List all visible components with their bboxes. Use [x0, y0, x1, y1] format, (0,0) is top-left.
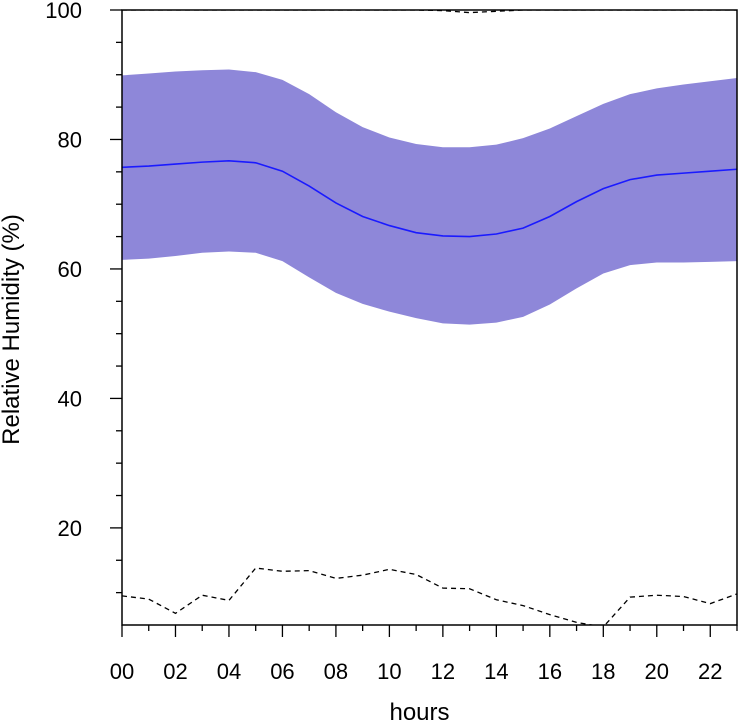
ticks-layer: 00 02 04 06 08 10 12 14 16 18 20 22 20 40 60 80 100 [45, 0, 738, 684]
min-line [122, 567, 737, 625]
x-tick-label: 20 [645, 659, 669, 684]
x-axis-title: hours [389, 699, 449, 723]
y-tick-label: 20 [58, 516, 82, 541]
x-tick-label: 02 [163, 659, 187, 684]
mean-line [122, 160, 737, 238]
x-tick-label: 18 [591, 659, 615, 684]
x-tick-label: 12 [431, 659, 455, 684]
x-tick-label: 14 [484, 659, 508, 684]
spread-band [122, 69, 737, 325]
x-tick-label: 08 [324, 659, 348, 684]
y-axis-title: Relative Humidity (%) [0, 214, 25, 445]
x-tick-label: 04 [217, 659, 241, 684]
x-tick-label: 06 [270, 659, 294, 684]
plot-layer [122, 10, 737, 625]
y-tick-label: 40 [58, 386, 82, 411]
plot-frame [121, 9, 738, 626]
x-tick-label: 00 [110, 659, 134, 684]
y-tick-label: 80 [58, 127, 82, 152]
series-group [122, 10, 737, 625]
x-tick-label: 16 [538, 659, 562, 684]
y-tick-label: 100 [45, 0, 82, 23]
x-tick-label: 22 [698, 659, 722, 684]
x-tick-label: 10 [377, 659, 401, 684]
y-tick-label: 60 [58, 257, 82, 282]
